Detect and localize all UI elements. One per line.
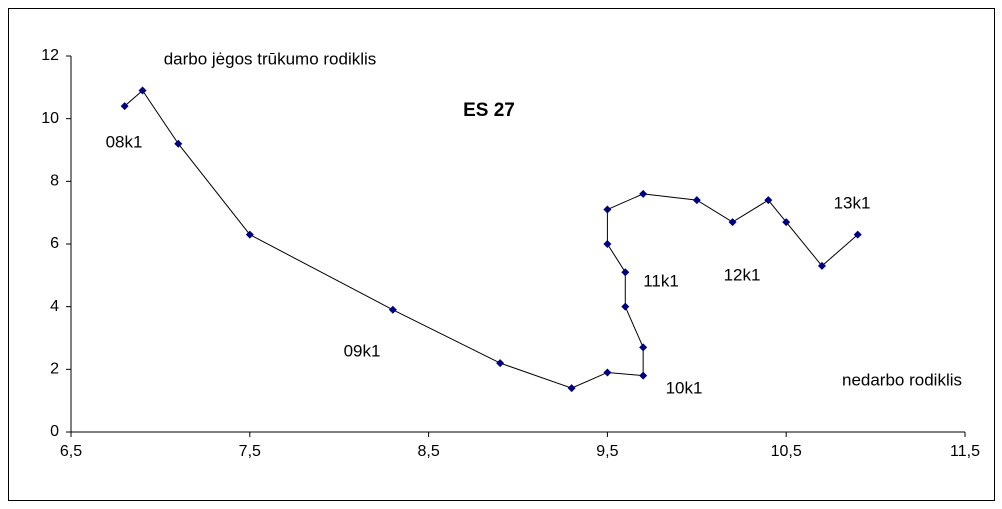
data-point <box>853 230 862 239</box>
data-point <box>603 240 612 248</box>
y-tick-label: 10 <box>41 110 59 127</box>
annotation: 10k1 <box>666 378 703 397</box>
data-point <box>639 189 648 198</box>
data-point <box>120 102 129 111</box>
data-point <box>603 205 612 214</box>
data-point <box>764 196 773 205</box>
x-tick-label: 11,5 <box>950 443 980 460</box>
data-point <box>639 371 648 380</box>
y-tick-label: 0 <box>50 423 59 440</box>
data-point <box>174 139 183 148</box>
x-tick-label: 8,5 <box>417 443 439 460</box>
y-tick-label: 2 <box>50 361 59 378</box>
data-point <box>567 384 576 393</box>
annotation: 12k1 <box>724 265 761 284</box>
data-point <box>603 368 612 377</box>
y-tick-label: 12 <box>41 47 59 64</box>
annotation: 09k1 <box>344 341 381 360</box>
data-point <box>388 305 397 314</box>
x-tick-label: 6,5 <box>60 443 82 460</box>
data-point <box>639 343 648 352</box>
data-point <box>817 261 826 270</box>
data-point <box>692 196 701 205</box>
data-point <box>621 268 630 277</box>
annotation: 11k1 <box>643 271 679 290</box>
y-tick-label: 6 <box>50 235 59 252</box>
y-tick-label: 8 <box>50 173 59 190</box>
data-point <box>496 359 505 368</box>
annotation: 08k1 <box>106 132 143 151</box>
data-point <box>621 302 630 311</box>
y-tick-label: 4 <box>50 298 59 315</box>
y-axis-label: darbo jėgos trūkumo rodiklis <box>164 49 377 68</box>
x-tick-label: 9,5 <box>596 443 618 460</box>
annotation: 13k1 <box>834 193 871 212</box>
data-point <box>245 230 254 239</box>
chart-title: ES 27 <box>463 100 515 121</box>
x-tick-label: 7,5 <box>239 443 261 460</box>
chart-frame <box>8 8 995 501</box>
x-tick-label: 10,5 <box>771 443 802 460</box>
x-axis-label: nedarbo rodiklis <box>842 370 962 389</box>
data-point <box>138 86 147 95</box>
data-point <box>728 218 737 227</box>
data-point <box>782 218 791 227</box>
